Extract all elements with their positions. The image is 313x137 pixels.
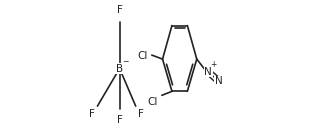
Text: +: + — [210, 60, 217, 69]
Text: F: F — [89, 109, 95, 119]
Text: Cl: Cl — [137, 51, 148, 61]
Text: Cl: Cl — [147, 97, 158, 107]
Text: F: F — [117, 5, 122, 15]
Text: −: − — [122, 57, 128, 66]
Text: N: N — [215, 76, 223, 86]
Text: B: B — [116, 64, 123, 73]
Text: F: F — [138, 109, 144, 119]
Text: N: N — [204, 67, 212, 77]
Text: F: F — [117, 115, 122, 125]
